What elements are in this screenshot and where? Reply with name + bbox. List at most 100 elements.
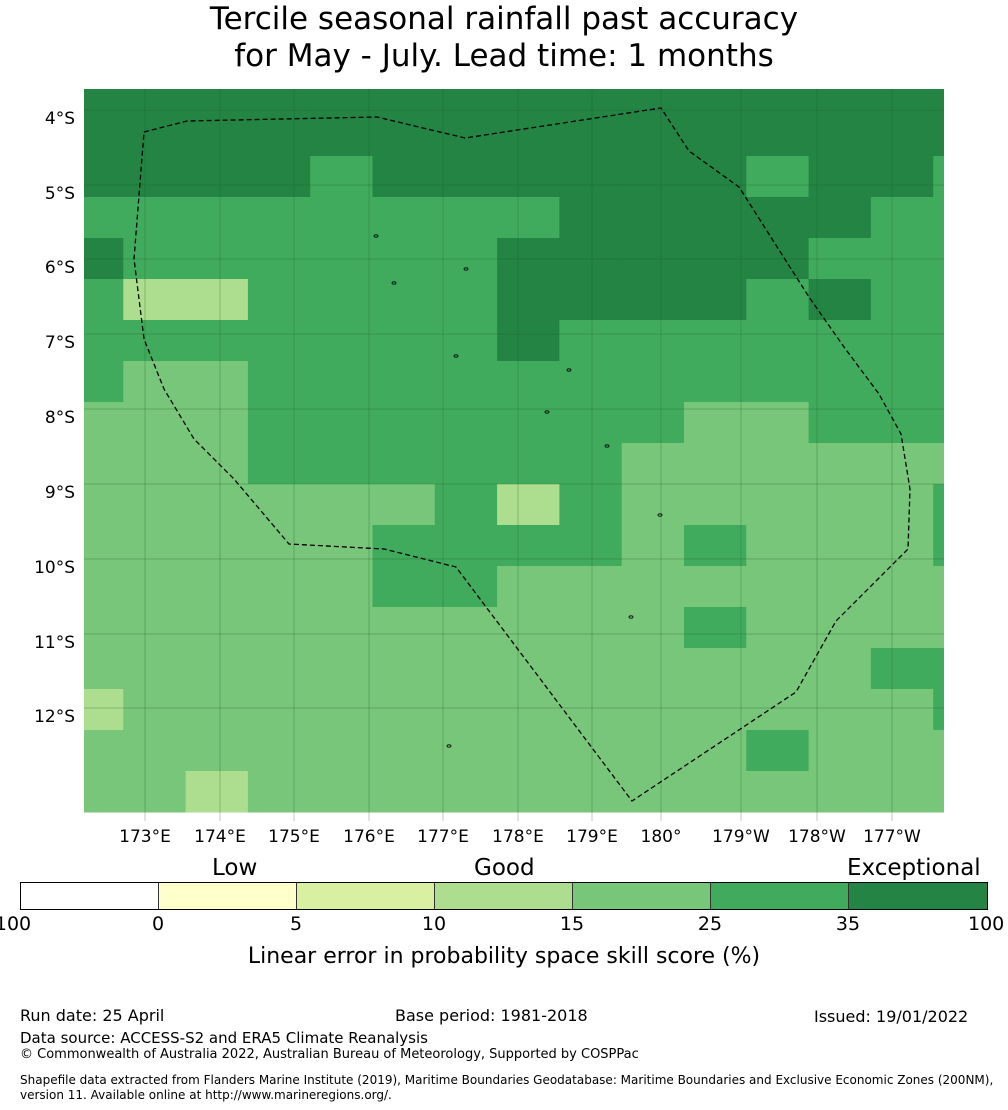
skill-cell (746, 525, 810, 567)
map-gridlines (84, 89, 944, 821)
skill-cell (434, 648, 498, 690)
longitude-label: 178°E (492, 827, 544, 847)
skill-cell (497, 771, 560, 813)
skill-cell (559, 648, 623, 690)
skill-cell (621, 156, 685, 198)
run-date: Run date: 25 April (20, 1006, 165, 1025)
map-title-line-1: Tercile seasonal rainfall past accuracy (209, 1, 799, 37)
skill-cell (185, 320, 249, 362)
skill-cell (559, 525, 623, 567)
skill-cell (684, 443, 747, 485)
skill-cell (497, 115, 560, 157)
skill-cell (247, 197, 311, 239)
skill-cell (372, 89, 436, 116)
skill-cell (185, 361, 249, 403)
skill-cell (310, 279, 373, 321)
skill-cell (746, 484, 810, 526)
skill-cell (559, 730, 623, 772)
skill-cell (933, 771, 944, 813)
skill-cell (933, 607, 944, 649)
island-outline (446, 744, 452, 748)
skill-cell (434, 89, 498, 116)
map-title-line-2: for May - July. Lead time: 1 months (234, 38, 774, 74)
skill-cell (247, 689, 311, 731)
longitude-label: 173°E (119, 827, 171, 847)
skill-cell (247, 566, 311, 608)
skill-cell (310, 648, 373, 690)
base-period: Base period: 1981-2018 (395, 1006, 588, 1025)
skill-score-map (84, 89, 944, 821)
skill-cell (247, 730, 311, 772)
skill-cell (933, 443, 944, 485)
skill-cell (559, 607, 623, 649)
longitude-label: 177°W (863, 827, 921, 847)
skill-cell (621, 279, 685, 321)
skill-cell (123, 361, 187, 403)
skill-cell (84, 689, 124, 731)
skill-cell (84, 525, 124, 567)
skill-cell (372, 771, 436, 813)
skill-cell (247, 607, 311, 649)
skill-cell (310, 607, 373, 649)
skill-cell (372, 648, 436, 690)
latitude-label: 9°S (44, 483, 75, 503)
skill-cell (434, 279, 498, 321)
skill-cell (559, 115, 623, 157)
skill-cell (185, 402, 249, 444)
colorbar-tick: 35 (835, 913, 861, 935)
skill-cell (84, 156, 124, 198)
skill-cell (808, 443, 872, 485)
skill-cell (746, 607, 810, 649)
skill-cell (123, 648, 187, 690)
skill-cell (497, 443, 560, 485)
island-outline (604, 444, 610, 448)
skill-cell (621, 484, 685, 526)
skill-cell (84, 279, 124, 321)
skill-cell (497, 566, 560, 608)
latitude-label: 4°S (44, 109, 75, 129)
skill-cell (185, 484, 249, 526)
shapefile-credit-1: Shapefile data extracted from Flanders M… (20, 1073, 994, 1087)
skill-cell (746, 156, 810, 198)
skill-cell (84, 402, 124, 444)
skill-cell (434, 730, 498, 772)
skill-cell (434, 197, 498, 239)
skill-cell (808, 89, 872, 116)
skill-cell (746, 771, 810, 813)
skill-cell (621, 197, 685, 239)
skill-cell (870, 730, 934, 772)
island-outline (453, 354, 459, 358)
longitude-label: 177°E (417, 827, 469, 847)
latitude-label: 10°S (34, 558, 75, 578)
skill-cell (621, 89, 685, 116)
skill-cell (621, 525, 685, 567)
skill-cell (123, 156, 187, 198)
skill-cell (497, 279, 560, 321)
colorbar-tick: 100 (968, 913, 1005, 935)
skill-cell (434, 402, 498, 444)
skill-cell (372, 115, 436, 157)
skill-cell (621, 730, 685, 772)
skill-cell (933, 156, 944, 198)
skill-cell (123, 115, 187, 157)
island-outline (566, 368, 572, 372)
skill-cell (372, 279, 436, 321)
skill-cell (247, 115, 311, 157)
skill-cell (310, 566, 373, 608)
skill-cell (434, 320, 498, 362)
skill-cell (933, 566, 944, 608)
longitude-label: 178°W (788, 827, 846, 847)
latitude-label: 5°S (44, 184, 75, 204)
skill-cell (84, 115, 124, 157)
skill-cell (84, 320, 124, 362)
longitude-label: 175°E (268, 827, 320, 847)
island-outline (373, 234, 379, 238)
skill-cell (933, 402, 944, 444)
skill-cell (123, 771, 187, 813)
skill-cell (870, 197, 934, 239)
colorbar-label: Linear error in probability space skill … (247, 944, 761, 969)
shapefile-credit-2: version 11. Available online at http://w… (20, 1088, 392, 1102)
skill-cell (372, 730, 436, 772)
skill-cell (434, 525, 498, 567)
skill-cell (123, 525, 187, 567)
